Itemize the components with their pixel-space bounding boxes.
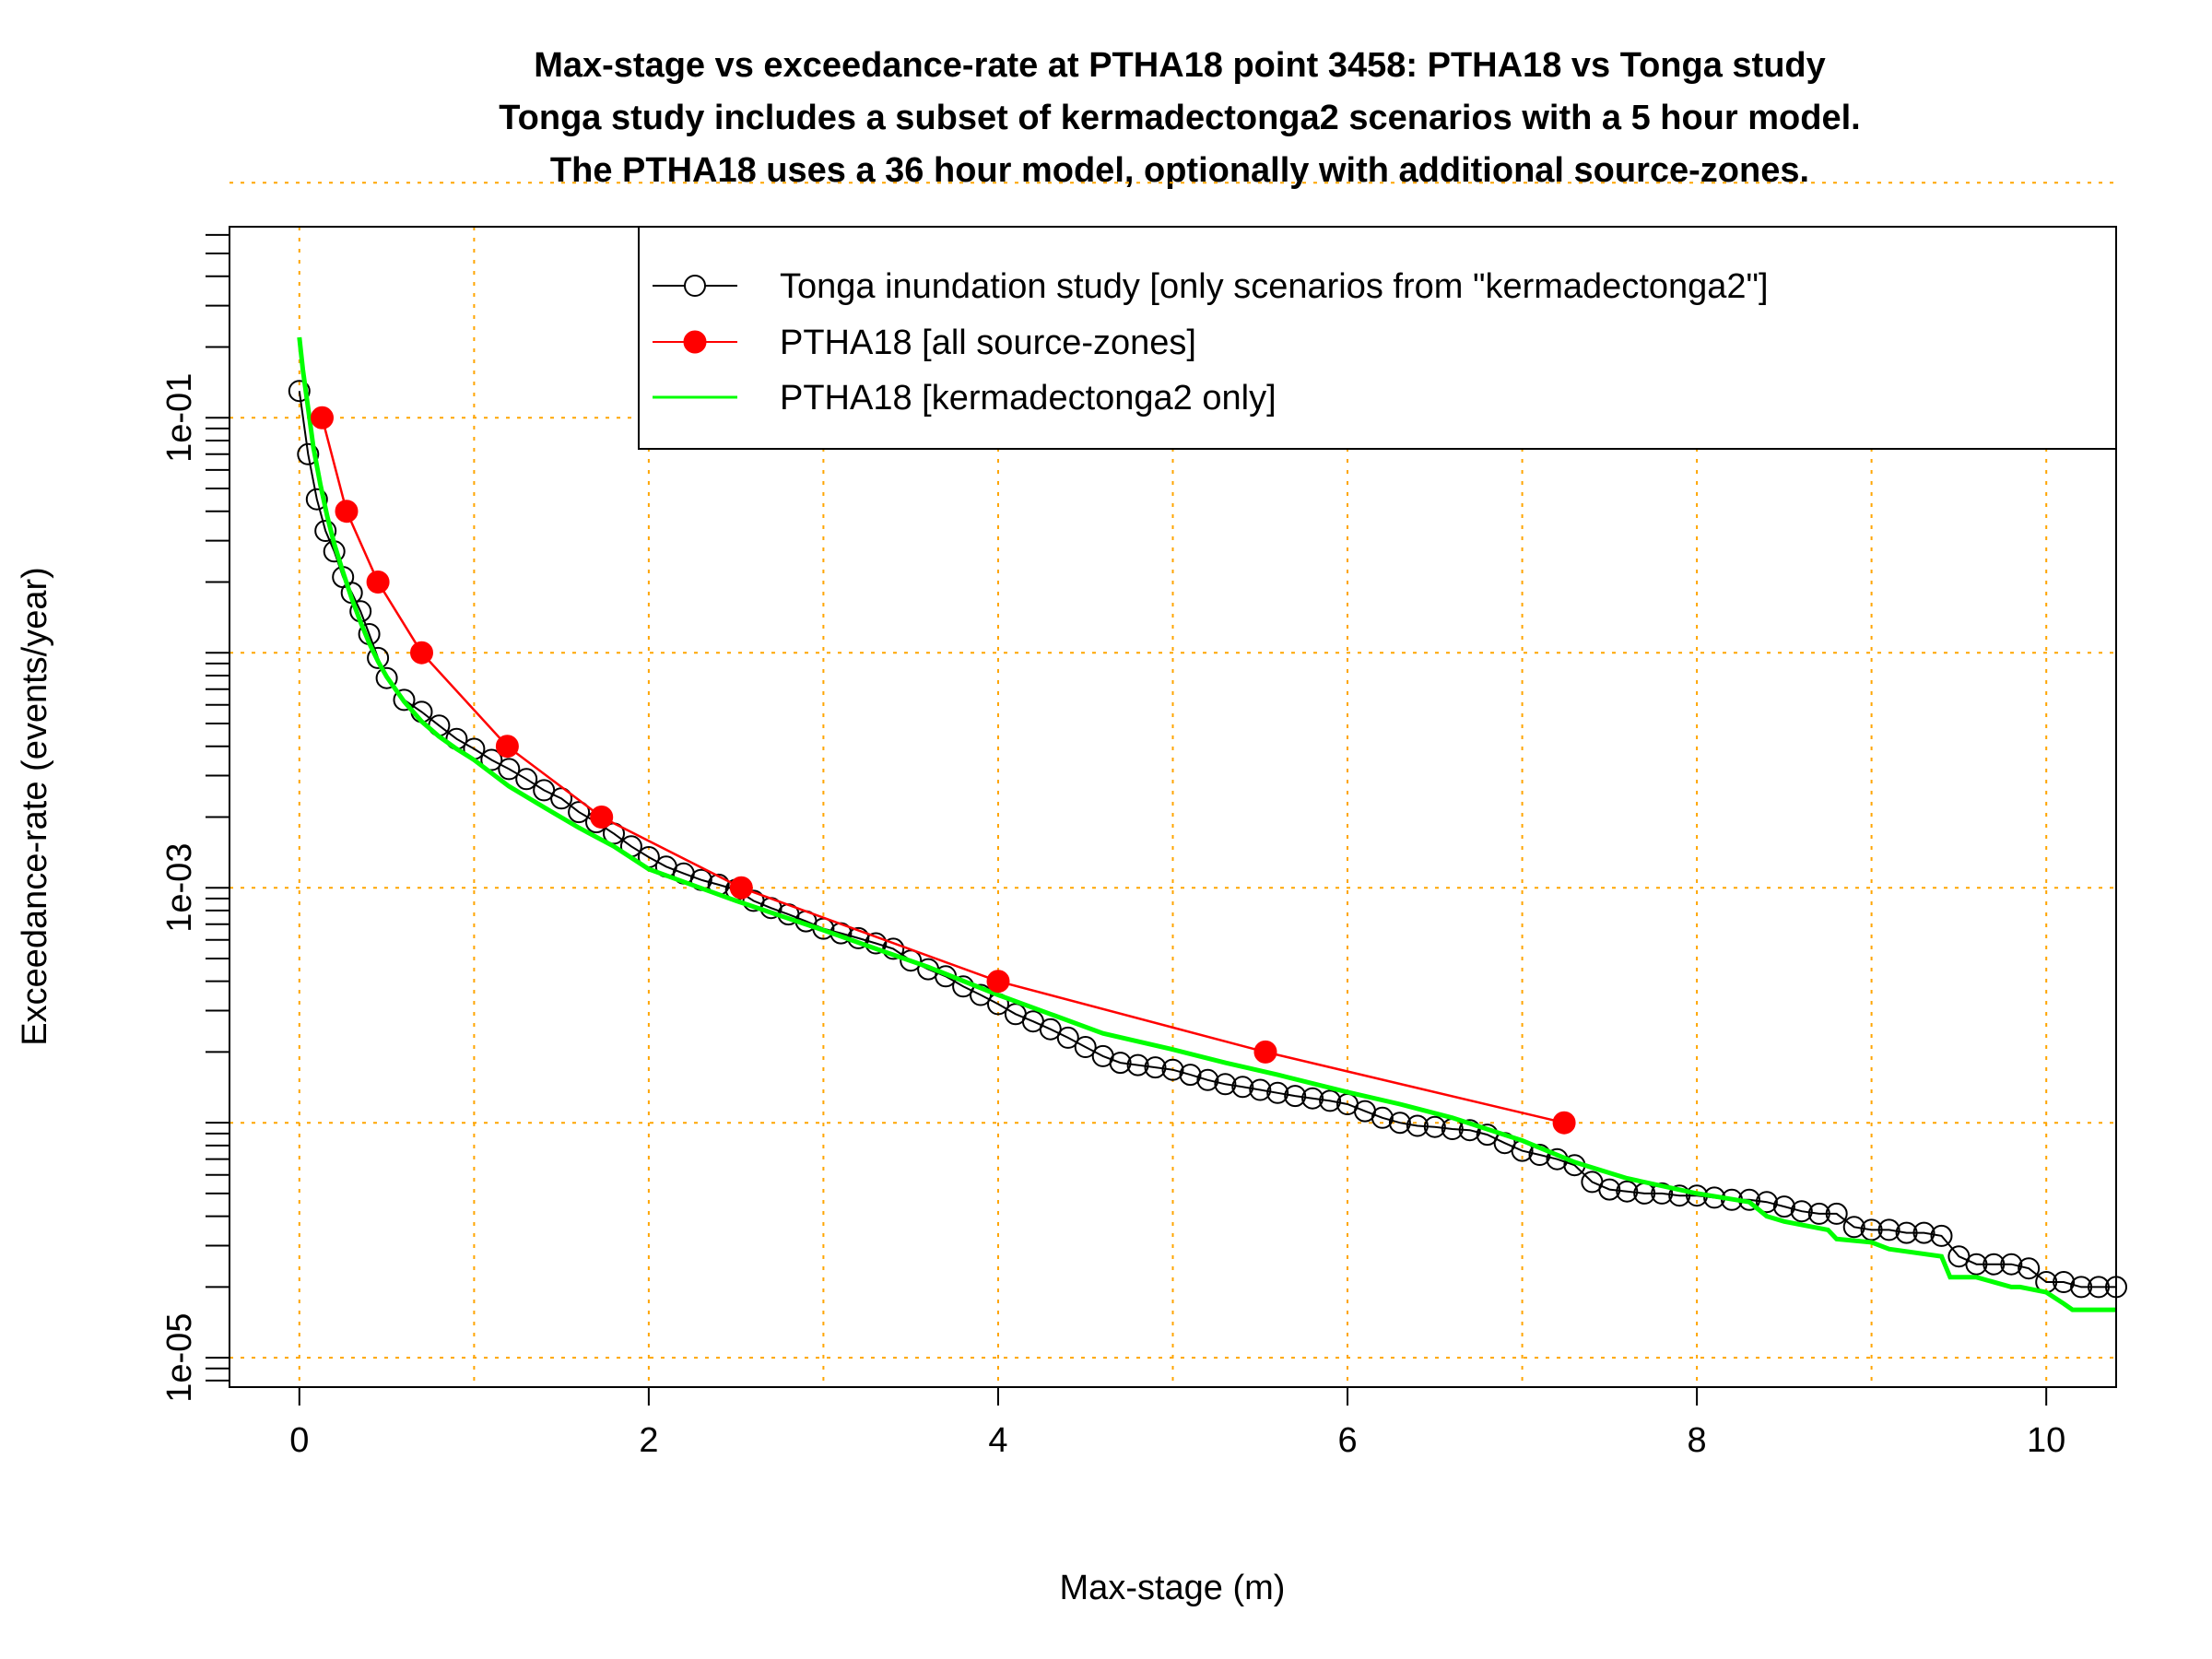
series-line-ptha18-all — [321, 417, 1565, 1124]
data-point-tonga — [1249, 1078, 1272, 1101]
data-point-tonga — [2018, 1257, 2041, 1280]
legend-entry-label: PTHA18 [kermadectonga2 only] — [780, 379, 1277, 418]
data-point-tonga — [1807, 1202, 1830, 1225]
data-point-tonga — [288, 380, 311, 403]
data-point-tonga — [1109, 1052, 1132, 1075]
data-point-tonga — [1126, 1053, 1149, 1077]
data-point-ptha18-all — [311, 406, 334, 429]
data-point-tonga — [1319, 1089, 1342, 1112]
x-tick-label: 0 — [289, 1421, 309, 1460]
data-point-tonga — [1930, 1224, 1953, 1247]
data-point-ptha18-all — [986, 970, 1010, 994]
x-tick-label: 10 — [2027, 1421, 2065, 1460]
data-point-tonga — [1301, 1087, 1324, 1110]
data-point-tonga — [367, 646, 390, 669]
x-axis-label: Max-stage (m) — [1060, 1569, 1286, 1607]
chart-title-line-2: Tonga study includes a subset of kermade… — [499, 99, 1860, 137]
x-tick-label: 2 — [639, 1421, 658, 1460]
data-point-tonga — [1266, 1081, 1289, 1104]
y-tick-label: 1e-01 — [160, 373, 199, 463]
chart-title-line-3: The PTHA18 uses a 36 hour model, optiona… — [550, 151, 1809, 190]
data-point-ptha18-all — [495, 735, 519, 759]
data-point-tonga — [1371, 1106, 1394, 1129]
data-point-tonga — [1651, 1182, 1674, 1205]
data-point-tonga — [480, 748, 503, 771]
data-point-tonga — [1406, 1114, 1429, 1137]
data-point-ptha18-all — [410, 641, 433, 665]
legend: Tonga inundation study [only scenarios f… — [638, 226, 2117, 450]
data-point-tonga — [1144, 1056, 1167, 1079]
data-point-tonga — [2088, 1276, 2110, 1299]
data-point-tonga — [1598, 1178, 1621, 1201]
series-line-ptha18-kermadectonga2 — [297, 336, 2116, 1312]
data-point-tonga — [1214, 1073, 1237, 1096]
data-point-tonga — [1528, 1144, 1551, 1166]
data-point-tonga — [1965, 1253, 1988, 1276]
legend-marker — [684, 275, 706, 297]
data-point-tonga — [970, 983, 992, 1006]
data-point-tonga — [1912, 1221, 1936, 1244]
data-point-tonga — [305, 488, 328, 511]
data-point-tonga — [1284, 1085, 1307, 1108]
data-point-ptha18-all — [590, 806, 614, 829]
legend-box — [638, 226, 2117, 450]
y-axis: 1e-05 1e-03 1e-01 — [160, 233, 229, 1403]
data-point-tonga — [515, 768, 538, 791]
data-point-tonga — [1388, 1112, 1411, 1135]
data-point-tonga — [1983, 1253, 2006, 1276]
data-point-tonga — [297, 442, 320, 465]
y-tick-label: 1e-05 — [160, 1313, 199, 1403]
data-point-tonga — [882, 937, 905, 960]
legend-marker — [683, 330, 707, 354]
data-point-tonga — [1877, 1218, 1900, 1241]
data-point-tonga — [1755, 1191, 1778, 1214]
data-point-tonga — [375, 666, 398, 689]
y-tick-label: 1e-03 — [160, 843, 199, 933]
plot-series — [288, 336, 2127, 1312]
chart-title-line-1: Max-stage vs exceedance-rate at PTHA18 p… — [534, 46, 1826, 85]
data-point-tonga — [1458, 1119, 1481, 1142]
data-point-ptha18-all — [1552, 1111, 1576, 1135]
data-point-tonga — [1790, 1200, 1813, 1223]
data-point-tonga — [2000, 1253, 2023, 1276]
x-tick-label: 4 — [988, 1421, 1007, 1460]
data-point-tonga — [1668, 1184, 1691, 1207]
data-point-tonga — [1039, 1018, 1062, 1041]
data-point-ptha18-all — [335, 500, 359, 524]
data-point-ptha18-all — [729, 876, 753, 900]
legend-entry-label: PTHA18 [all source-zones] — [780, 324, 1196, 362]
data-point-tonga — [2070, 1276, 2093, 1299]
data-point-tonga — [1423, 1115, 1446, 1138]
data-point-tonga — [1772, 1195, 1795, 1218]
data-point-tonga — [1196, 1068, 1219, 1091]
data-point-tonga — [1074, 1036, 1097, 1058]
data-point-tonga — [1895, 1221, 1918, 1244]
x-axis: 0 2 4 6 8 10 — [289, 1386, 2065, 1460]
data-point-tonga — [1056, 1026, 1079, 1049]
legend-entry-label: Tonga inundation study [only scenarios f… — [780, 267, 1769, 306]
x-tick-label: 8 — [1688, 1421, 1707, 1460]
data-point-ptha18-all — [366, 571, 390, 594]
data-point-tonga — [1161, 1058, 1184, 1081]
y-axis-label: Exceedance-rate (events/year) — [16, 567, 54, 1046]
data-point-tonga — [393, 688, 416, 712]
x-tick-label: 6 — [1337, 1421, 1357, 1460]
data-point-tonga — [314, 520, 337, 542]
data-point-tonga — [1231, 1076, 1254, 1099]
data-point-ptha18-all — [1253, 1040, 1277, 1064]
data-point-tonga — [568, 801, 591, 824]
data-point-tonga — [1825, 1202, 1848, 1225]
data-point-tonga — [498, 758, 521, 781]
data-point-tonga — [1179, 1064, 1202, 1087]
data-point-tonga — [1616, 1180, 1639, 1203]
data-point-tonga — [1842, 1216, 1865, 1239]
data-point-tonga — [2053, 1271, 2076, 1293]
series-line-tonga — [298, 391, 2116, 1288]
